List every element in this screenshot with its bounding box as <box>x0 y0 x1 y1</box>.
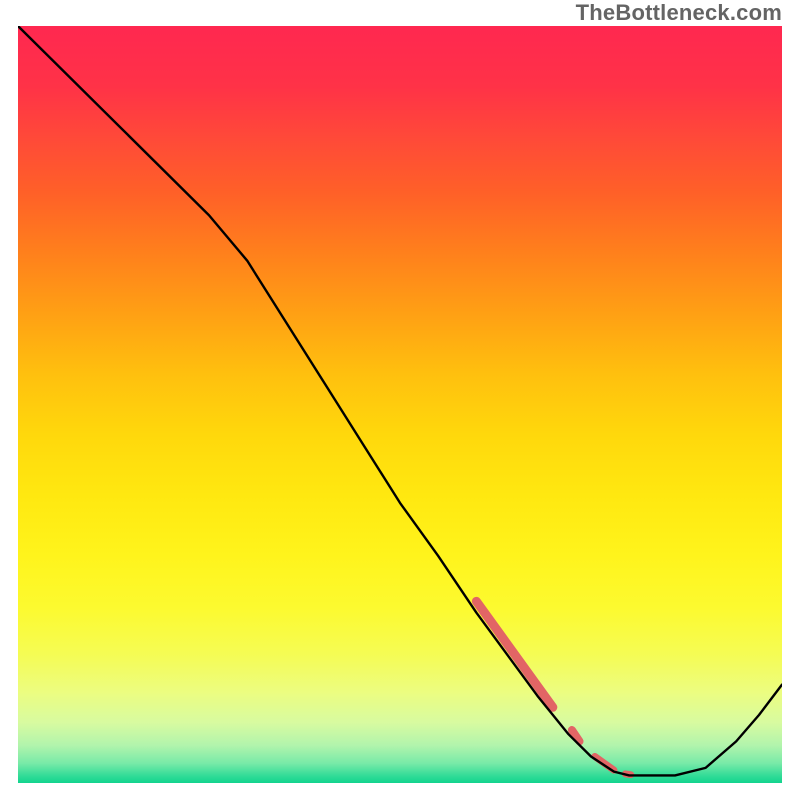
chart-stage: TheBottleneck.com <box>0 0 800 800</box>
bottleneck-chart <box>0 0 800 800</box>
watermark-text: TheBottleneck.com <box>576 0 782 26</box>
